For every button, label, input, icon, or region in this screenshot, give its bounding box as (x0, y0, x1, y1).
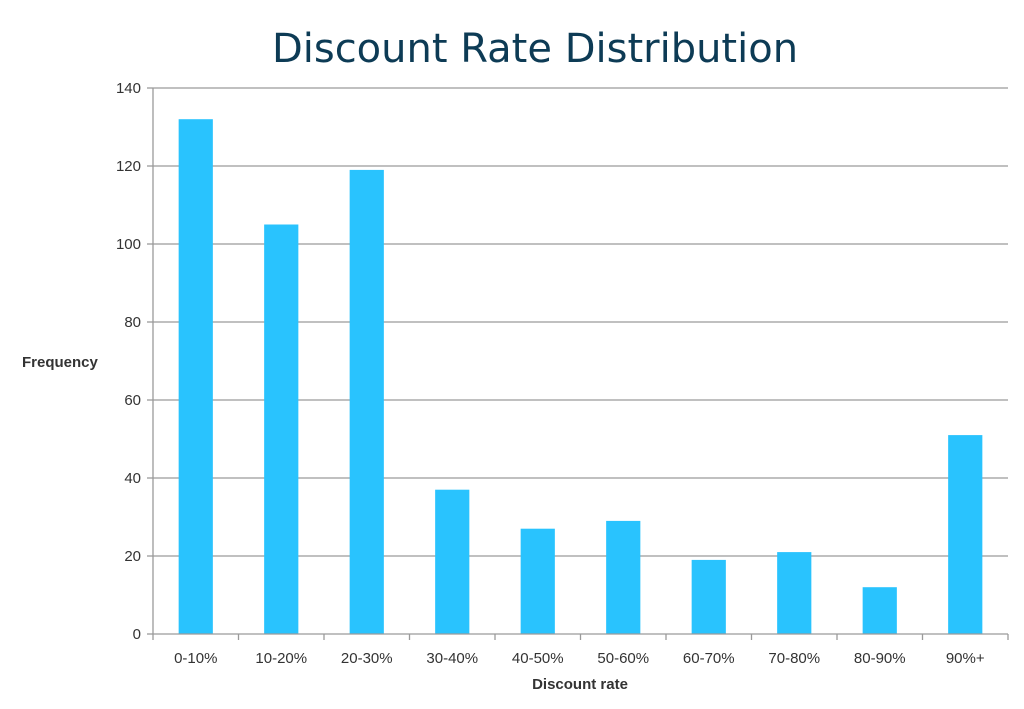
x-tick-label: 30-40% (426, 650, 478, 667)
y-tick-label: 140 (116, 80, 141, 97)
bar (520, 528, 555, 634)
bar (606, 520, 641, 634)
bar (264, 224, 299, 634)
bar (178, 119, 213, 634)
chart-title: Discount Rate Distribution (272, 26, 798, 72)
bar (349, 169, 384, 634)
x-axis-label: Discount rate (532, 676, 628, 693)
y-tick-label: 20 (124, 548, 141, 565)
y-tick-label: 0 (133, 626, 141, 643)
y-tick-label: 60 (124, 392, 141, 409)
bar (862, 587, 897, 634)
x-tick-label: 10-20% (255, 650, 307, 667)
y-tick-label: 80 (124, 314, 141, 331)
y-axis-label: Frequency (22, 354, 99, 371)
bar (948, 435, 983, 634)
bars (178, 119, 983, 634)
y-tick-label: 100 (116, 236, 141, 253)
x-tick-label: 90%+ (946, 650, 985, 667)
x-tick-label: 60-70% (683, 650, 735, 667)
x-tick-label: 20-30% (341, 650, 393, 667)
y-tick-label: 40 (124, 470, 141, 487)
bar (435, 489, 470, 634)
x-tick-label: 70-80% (768, 650, 820, 667)
x-tick-label: 40-50% (512, 650, 564, 667)
x-tick-label: 50-60% (597, 650, 649, 667)
x-tick-label: 80-90% (854, 650, 906, 667)
bar (691, 559, 726, 634)
y-tick-labels: 0 20 40 60 80 100 120 140 (116, 80, 153, 643)
x-tick-labels: 0-10% 10-20% 20-30% 30-40% 40-50% 50-60% 60-70… (152, 634, 1009, 667)
x-tick-label: 0-10% (174, 650, 217, 667)
y-tick-label: 120 (116, 158, 141, 175)
bar (777, 552, 812, 634)
